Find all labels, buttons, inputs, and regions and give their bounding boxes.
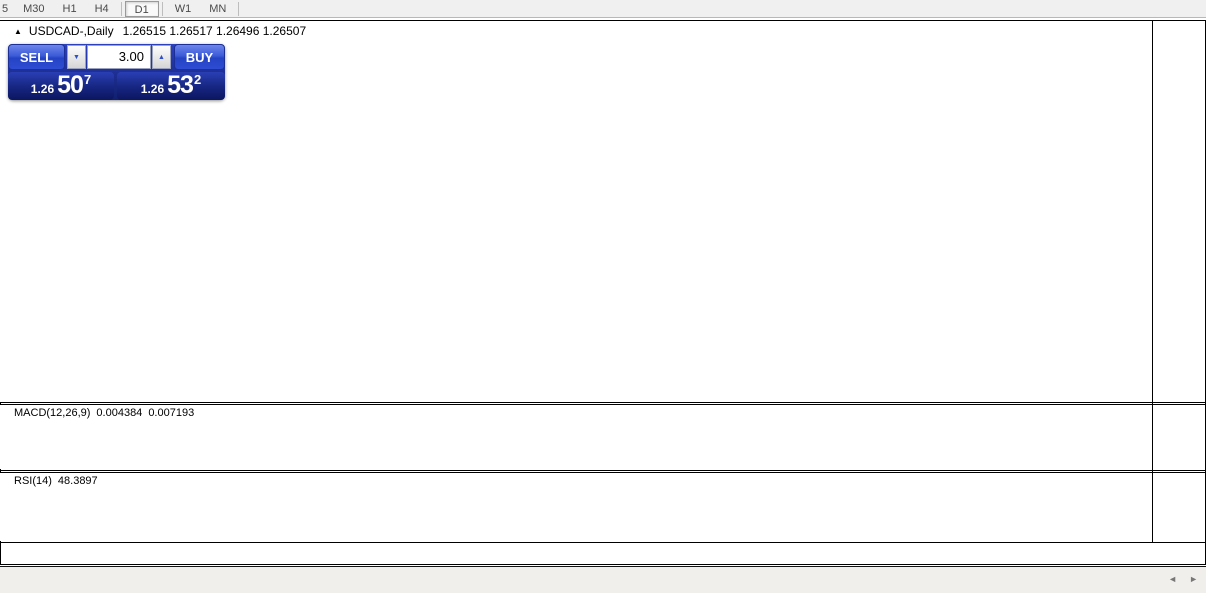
timeframe-button-MN[interactable]: MN [209,2,227,15]
toolbar-separator [238,1,240,16]
sell-button[interactable]: SELL [8,44,65,70]
timeframe-button-H4[interactable]: H4 [94,2,109,15]
macd-main-value: 0.004384 [96,407,143,419]
buy-price-main: 53 [167,71,194,99]
expand-marker-icon[interactable]: ▲ [14,27,22,36]
sell-price-prefix: 1.26 [30,82,55,96]
macd-name: MACD(12,26,9) [14,407,91,419]
timeframe-toolbar: 5 M30 H1 H4 D1 W1 MN [0,0,1206,18]
macd-splitter-line [0,404,1206,405]
sell-price-main: 50 [57,71,84,99]
macd-panel[interactable] [0,405,1152,469]
timeframe-button-H1[interactable]: H1 [62,2,77,15]
sell-price-pip: 7 [83,72,92,87]
volume-input[interactable]: 3.00 [87,45,151,69]
macd-signal-value: 0.007193 [148,407,195,419]
volume-increase-button[interactable]: ▲ [152,45,171,69]
chart-symbol-period: USDCAD-,Daily [28,24,114,38]
one-click-trading-panel: SELL ▼ 3.00 ▲ BUY 1.26 50 7 1.26 53 2 [8,44,225,100]
timeframe-button-D1[interactable]: D1 [124,0,159,17]
chart-bottom-border [0,542,1206,543]
sell-price-display[interactable]: 1.26 50 7 [8,72,114,100]
date-axis-border [0,564,1206,565]
timeframe-button-5[interactable]: 5 [2,2,9,15]
rsi-splitter-line [0,472,1206,473]
buy-button[interactable]: BUY [174,44,225,70]
chart-ohlc-values: 1.26515 1.26517 1.26496 1.26507 [122,24,307,38]
price-axis-border [1152,21,1153,542]
volume-decrease-button[interactable]: ▼ [67,45,86,69]
timeframe-button-M30[interactable]: M30 [23,2,45,15]
macd-label: MACD(12,26,9) 0.004384 0.007193 [14,407,200,419]
toolbar-separator [161,1,163,16]
rsi-splitter[interactable] [0,470,1206,471]
chart-title: ▲ USDCAD-,Daily 1.26515 1.26517 1.26496 1.… [14,24,306,38]
buy-price-display[interactable]: 1.26 53 2 [117,72,225,100]
toolbar-separator [120,1,122,16]
macd-splitter[interactable] [0,402,1206,403]
rsi-value: 48.3897 [57,475,98,487]
rsi-name: RSI(14) [14,475,52,487]
buy-price-pip: 2 [193,72,202,87]
tab-scroll-arrows: ◄ ► [1168,574,1198,584]
tab-scroll-left-icon[interactable]: ◄ [1168,574,1178,584]
rsi-label: RSI(14) 48.3897 [14,475,104,487]
timeframe-button-W1[interactable]: W1 [174,2,192,15]
rsi-panel[interactable] [0,473,1152,541]
chart-tab-bar: ◄ ► [0,566,1206,593]
buy-price-prefix: 1.26 [140,82,165,96]
tab-scroll-right-icon[interactable]: ► [1189,574,1198,584]
